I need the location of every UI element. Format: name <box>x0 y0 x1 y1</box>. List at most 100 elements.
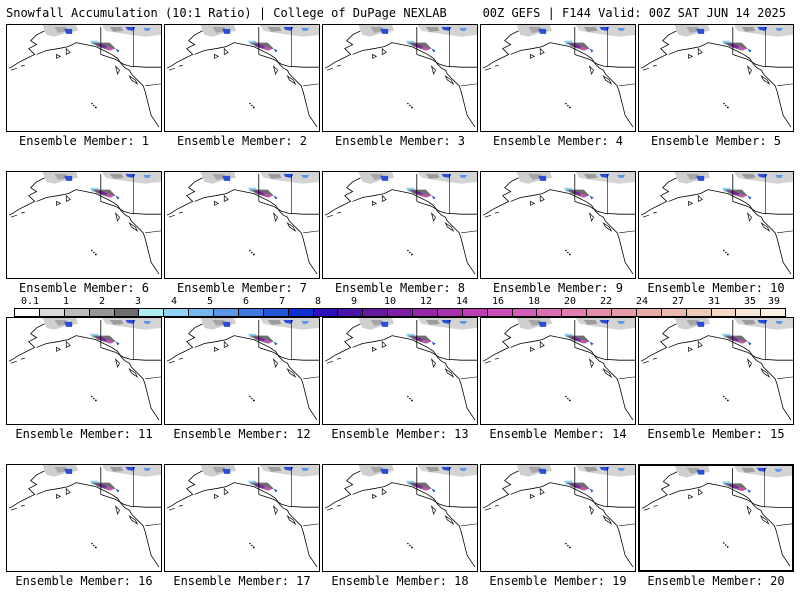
snowfall-map <box>639 25 793 131</box>
snowfall-map <box>639 172 793 278</box>
snowfall-map <box>639 318 793 424</box>
ensemble-member-label: Ensemble Member: 16 <box>15 574 153 588</box>
colorbar-tick-label: 4 <box>170 296 178 307</box>
snowfall-map <box>481 25 635 131</box>
colorbar-tick-label: 22 <box>599 296 613 307</box>
colorbar-swatch <box>587 309 612 316</box>
colorbar-tick-label: 35 <box>743 296 757 307</box>
colorbar-swatch <box>164 309 190 316</box>
snowfall-map <box>481 172 635 278</box>
colorbar-swatch <box>686 309 712 316</box>
ensemble-map-panel <box>6 24 162 132</box>
snowfall-map <box>7 465 161 571</box>
ensemble-member-label: Ensemble Member: 2 <box>176 134 308 148</box>
snowfall-map <box>7 25 161 131</box>
colorbar-tick-label: 20 <box>563 296 577 307</box>
ensemble-map-panel <box>638 24 794 132</box>
ensemble-map-panel <box>480 317 636 425</box>
colorbar-swatch <box>388 309 413 316</box>
colorbar-swatch <box>661 309 687 316</box>
colorbar-swatch <box>214 309 239 316</box>
colorbar-tick-label: 3 <box>134 296 142 307</box>
ensemble-map-panel <box>164 317 320 425</box>
ensemble-map-panel <box>322 171 478 279</box>
snowfall-map <box>323 318 477 424</box>
snowfall-map <box>165 318 319 424</box>
colorbar-swatch <box>139 309 165 316</box>
colorbar-tick-label: 8 <box>314 296 322 307</box>
snowfall-map <box>323 465 477 571</box>
colorbar-swatch <box>761 309 786 316</box>
colorbar-tick-label: 18 <box>527 296 541 307</box>
colorbar-tick-label: 6 <box>242 296 250 307</box>
colorbar-tick-label: 12 <box>419 296 433 307</box>
colorbar-tick-label: 9 <box>350 296 358 307</box>
colorbar-swatch <box>15 309 40 316</box>
ensemble-map-panel <box>480 464 636 572</box>
snowfall-map <box>165 172 319 278</box>
colorbar-swatch <box>562 309 588 316</box>
ensemble-member-label: Ensemble Member: 12 <box>173 427 311 441</box>
ensemble-map-panel <box>638 317 794 425</box>
snowfall-map <box>165 465 319 571</box>
colorbar-swatch <box>338 309 364 316</box>
ensemble-map-panel <box>638 464 794 572</box>
colorbar-swatch <box>363 309 389 316</box>
colorbar-tick-label: 2 <box>98 296 106 307</box>
ensemble-map-panel <box>322 317 478 425</box>
ensemble-member-label: Ensemble Member: 8 <box>334 281 466 295</box>
ensemble-map-panel <box>480 24 636 132</box>
ensemble-member-label: Ensemble Member: 18 <box>331 574 469 588</box>
ensemble-map-panel <box>6 464 162 572</box>
ensemble-member-label: Ensemble Member: 17 <box>173 574 311 588</box>
snowfall-map <box>7 172 161 278</box>
snowfall-map <box>481 465 635 571</box>
snowfall-map <box>323 25 477 131</box>
colorbar-tick-label: 14 <box>455 296 469 307</box>
ensemble-member-label: Ensemble Member: 10 <box>647 281 785 295</box>
colorbar-swatch <box>114 309 140 316</box>
ensemble-member-label: Ensemble Member: 20 <box>647 574 785 588</box>
colorbar-swatch <box>612 309 637 316</box>
colorbar-swatch <box>413 309 438 316</box>
colorbar-labels: 0.1 1 2 3 4 5 6 7 8 9 10 12 14 16 18 20 22 24 27 31 35 39 <box>14 296 786 308</box>
colorbar-tick-label: 16 <box>491 296 505 307</box>
ensemble-member-label: Ensemble Member: 15 <box>647 427 785 441</box>
ensemble-map-panel <box>322 464 478 572</box>
colorbar-swatch <box>537 309 563 316</box>
ensemble-member-label: Ensemble Member: 14 <box>489 427 627 441</box>
colorbar-swatch <box>39 309 65 316</box>
snowfall-colorbar <box>14 308 786 317</box>
ensemble-map-panel <box>322 24 478 132</box>
ensemble-member-label: Ensemble Member: 1 <box>18 134 150 148</box>
ensemble-member-label: Ensemble Member: 6 <box>18 281 150 295</box>
ensemble-member-label: Ensemble Member: 19 <box>489 574 627 588</box>
colorbar-tick-label: 39 <box>767 296 781 307</box>
colorbar-swatch <box>288 309 314 316</box>
snowfall-map <box>165 25 319 131</box>
colorbar-swatch <box>189 309 214 316</box>
colorbar-swatch <box>437 309 463 316</box>
ensemble-map-panel <box>164 24 320 132</box>
colorbar-swatch <box>462 309 488 316</box>
colorbar-swatch <box>711 309 737 316</box>
ensemble-member-label: Ensemble Member: 5 <box>650 134 782 148</box>
colorbar-tick-label: 1 <box>62 296 70 307</box>
snowfall-map <box>7 318 161 424</box>
colorbar-tick-label: 31 <box>707 296 721 307</box>
colorbar-tick-label: 7 <box>278 296 286 307</box>
colorbar-swatch <box>89 309 115 316</box>
colorbar-tick-label: 5 <box>206 296 214 307</box>
ensemble-member-label: Ensemble Member: 3 <box>334 134 466 148</box>
ensemble-member-label: Ensemble Member: 9 <box>492 281 624 295</box>
colorbar-swatch <box>512 309 538 316</box>
snowfall-map <box>323 172 477 278</box>
ensemble-map-panel <box>480 171 636 279</box>
colorbar-swatch <box>636 309 662 316</box>
colorbar-swatch <box>736 309 762 316</box>
ensemble-map-panel <box>164 464 320 572</box>
colorbar-swatch <box>263 309 289 316</box>
colorbar-tick-label: 24 <box>635 296 649 307</box>
ensemble-map-panel <box>6 171 162 279</box>
ensemble-map-panel <box>638 171 794 279</box>
